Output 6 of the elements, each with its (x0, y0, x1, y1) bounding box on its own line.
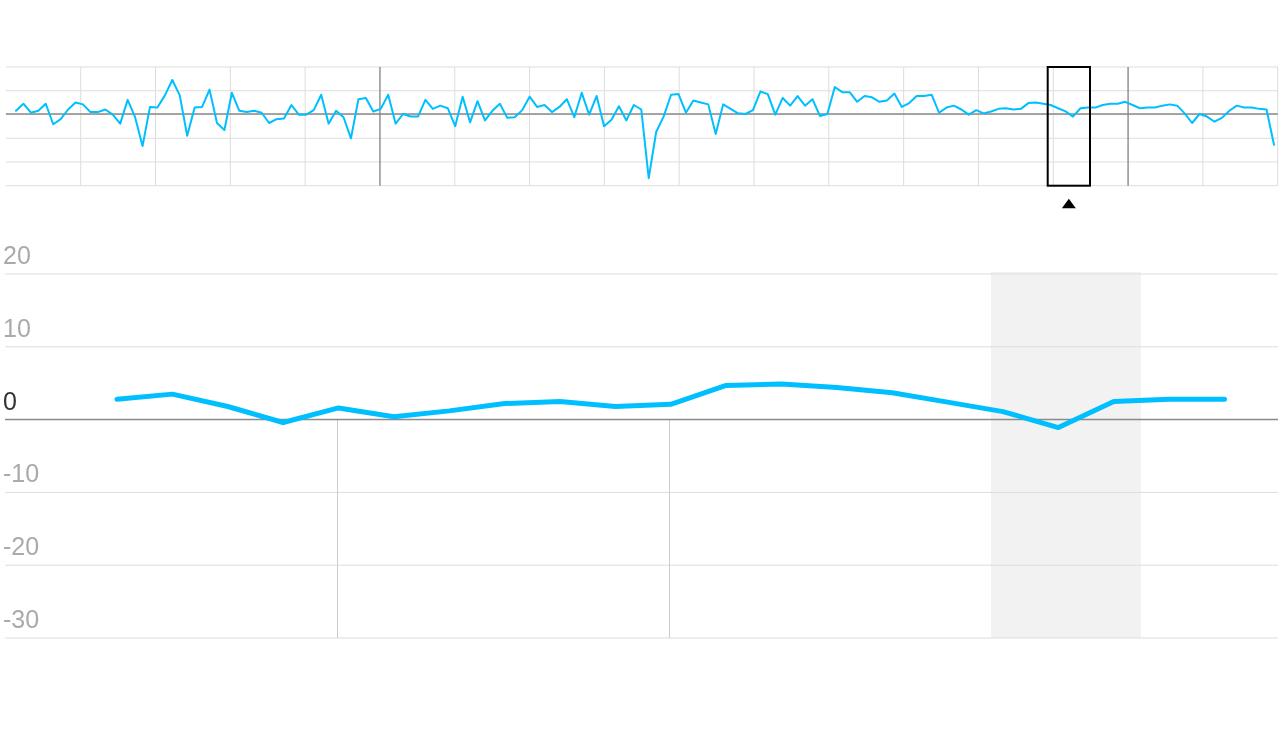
y-tick-label: -10 (3, 459, 40, 488)
y-tick-label: -30 (3, 605, 40, 633)
y-tick-label: 0 (3, 386, 17, 415)
y-tick-label: 10 (3, 313, 31, 342)
y-tick-label: 20 (3, 241, 31, 269)
y-tick-label: -20 (3, 532, 40, 561)
